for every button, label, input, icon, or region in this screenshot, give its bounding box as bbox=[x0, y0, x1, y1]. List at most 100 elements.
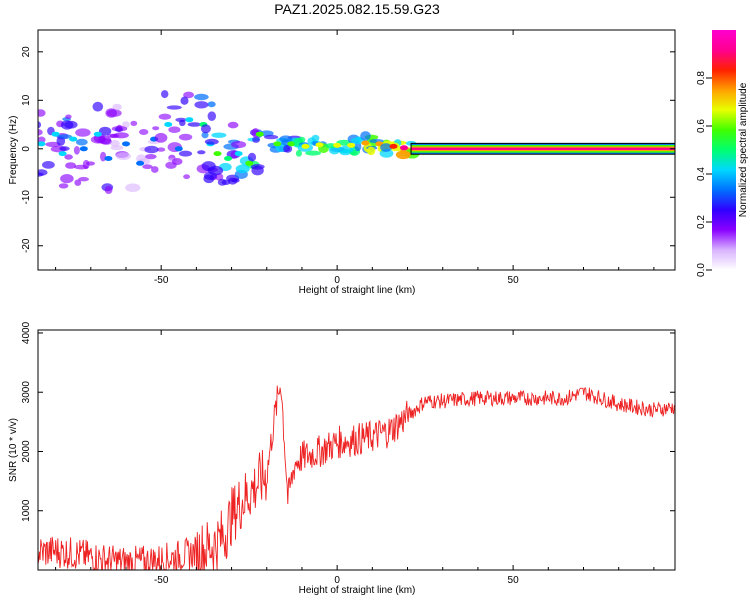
spectrogram-y-tick-label: -10 bbox=[21, 190, 32, 205]
spectrogram-core bbox=[315, 142, 324, 148]
spectrogram-blob bbox=[194, 93, 209, 101]
spectrogram-x-tick-label: -50 bbox=[154, 275, 169, 286]
spectrogram-ticks: -50 0 50 -20 -10 0 10 20 bbox=[21, 30, 675, 286]
spectrogram-x-tick-label: 50 bbox=[508, 275, 520, 286]
spectrogram-core bbox=[164, 122, 173, 127]
spectrogram-blob bbox=[204, 138, 219, 145]
colorbar bbox=[712, 30, 736, 270]
colorbar-tick-label: 0.4 bbox=[696, 167, 707, 181]
spectrogram-blob bbox=[139, 129, 149, 135]
spectrogram-blob bbox=[130, 120, 138, 126]
spectrogram-blob bbox=[360, 131, 371, 141]
spectrogram-layer bbox=[38, 90, 675, 194]
spectrogram-blob bbox=[161, 90, 169, 99]
spectrogram-blob bbox=[42, 161, 55, 169]
spectrogram-blob bbox=[207, 111, 216, 121]
spectrogram-blob bbox=[200, 124, 211, 134]
spectrogram-blob bbox=[144, 145, 159, 154]
snr-x-tick-label: 0 bbox=[334, 575, 340, 586]
spectrogram-blob bbox=[111, 125, 128, 132]
spectrogram-x-tick-label: 0 bbox=[334, 275, 340, 286]
spectrogram-blob bbox=[395, 150, 411, 160]
spectrogram-blob bbox=[75, 138, 88, 146]
spectrogram-frame bbox=[37, 29, 676, 271]
spectrogram-core bbox=[273, 141, 282, 147]
snr-y-tick-label: 1000 bbox=[21, 499, 32, 522]
spectrogram-blob bbox=[60, 120, 74, 130]
spectrogram-blob bbox=[38, 109, 46, 117]
spectrogram-blob bbox=[178, 133, 193, 141]
spectrogram-blob bbox=[59, 146, 70, 151]
snr-y-tick-label: 4000 bbox=[21, 321, 32, 344]
colorbar-tick-label: 0.0 bbox=[696, 263, 707, 277]
spectrogram-blob bbox=[112, 103, 122, 111]
spectrogram-blob bbox=[110, 145, 124, 151]
spectrogram-blob bbox=[78, 177, 89, 182]
spectrogram-core bbox=[224, 156, 232, 161]
spectrogram-blob bbox=[45, 141, 61, 148]
spectrogram-blob bbox=[98, 126, 112, 136]
spectrogram-blob bbox=[158, 113, 172, 120]
spectrogram-blob bbox=[247, 152, 257, 162]
spectrogram-core bbox=[69, 136, 78, 142]
snr-x-tick-label: -50 bbox=[154, 575, 169, 586]
spectrogram-blob bbox=[217, 178, 227, 186]
spectrogram-x-label: Height of straight line (km) bbox=[299, 285, 416, 296]
spectrogram-core bbox=[213, 151, 222, 157]
spectrogram-blob bbox=[58, 183, 69, 189]
spectrogram-blob bbox=[183, 174, 191, 180]
spectrogram-blob bbox=[73, 146, 80, 155]
spectrogram-y-tick-label: 10 bbox=[21, 94, 32, 106]
spectrogram-blob bbox=[151, 166, 159, 173]
spectrogram-blob bbox=[201, 131, 209, 139]
spectrogram-core bbox=[185, 117, 194, 123]
spectrogram-core bbox=[333, 142, 342, 148]
spectrogram-blob bbox=[145, 154, 157, 160]
spectrogram-core bbox=[301, 143, 310, 149]
spectrogram-blob bbox=[105, 108, 117, 118]
spectrogram-core bbox=[400, 145, 408, 151]
spectrogram-blob bbox=[104, 186, 113, 194]
spectrogram-blob bbox=[168, 126, 181, 133]
spectrogram-core bbox=[174, 146, 183, 152]
spectrogram-blob bbox=[227, 121, 239, 129]
spectrogram-core bbox=[93, 131, 102, 137]
spectrogram-core bbox=[255, 131, 264, 137]
spectrogram-blob bbox=[194, 101, 209, 109]
spectrogram-blob bbox=[211, 132, 227, 138]
colorbar-ticks: 0.0 0.2 0.4 0.6 0.8 bbox=[696, 71, 712, 277]
spectrogram-blob bbox=[250, 164, 265, 170]
spectrogram-core bbox=[79, 146, 88, 152]
spectrogram-blob bbox=[152, 126, 160, 131]
spectrogram-blob bbox=[264, 134, 279, 140]
spectrogram-blob bbox=[101, 138, 112, 145]
colorbar-tick-label: 0.6 bbox=[696, 119, 707, 133]
spectrogram-core bbox=[122, 141, 130, 147]
spectrogram-blob bbox=[38, 172, 44, 177]
spectrogram-blob bbox=[156, 147, 166, 152]
snr-frame bbox=[37, 329, 676, 571]
spectrogram-core bbox=[38, 141, 46, 147]
spectrogram-blob bbox=[75, 128, 91, 137]
spectrogram-core bbox=[361, 140, 370, 146]
spectrogram-core bbox=[51, 131, 60, 137]
spectrogram-blob bbox=[183, 91, 195, 99]
snr-y-tick-label: 2000 bbox=[21, 440, 32, 463]
snr-x-label: Height of straight line (km) bbox=[299, 585, 416, 596]
spectrogram-y-label: Frequency (Hz) bbox=[8, 116, 19, 185]
spectrogram-blob bbox=[203, 174, 215, 184]
spectrogram-core bbox=[245, 160, 254, 166]
figure-title: PAZ1.2025.082.15.59.G23 bbox=[274, 1, 440, 17]
spectrogram-blob bbox=[178, 150, 193, 157]
colorbar-tick-label: 0.8 bbox=[696, 71, 707, 85]
spectrogram-blob bbox=[86, 161, 95, 166]
spectrogram-blob bbox=[38, 136, 46, 144]
spectrogram-blob bbox=[142, 164, 153, 169]
spectrogram-blob bbox=[311, 134, 320, 142]
spectrogram-blob bbox=[171, 158, 183, 165]
spectrogram-blob bbox=[252, 136, 260, 143]
spectrogram-band bbox=[411, 147, 675, 150]
snr-x-tick-label: 50 bbox=[508, 575, 520, 586]
spectrogram-blob bbox=[305, 150, 321, 156]
spectrogram-blob bbox=[110, 140, 120, 147]
